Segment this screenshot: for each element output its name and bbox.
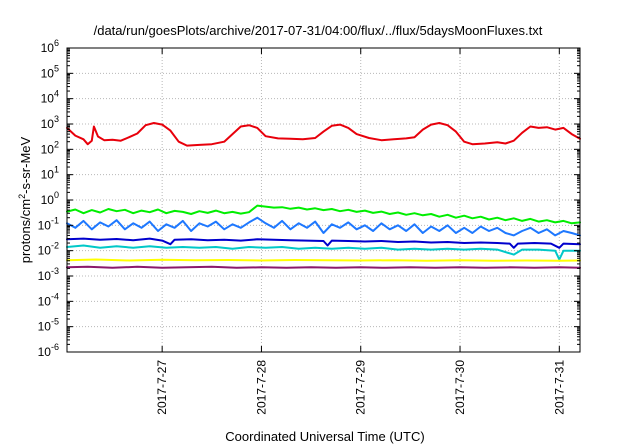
x-axis-label: Coordinated Universal Time (UTC): [225, 429, 424, 444]
y-tick-label: 105: [41, 63, 59, 80]
series-line-3: [66, 216, 581, 237]
series-line-2: [66, 204, 581, 225]
series-line-5: [66, 244, 581, 261]
y-tick-label: 102: [41, 139, 59, 156]
y-tick-label: 10-1: [38, 215, 59, 232]
x-tick-label: 2017-7-29: [354, 360, 368, 415]
y-axis-label-superscript: 2: [17, 194, 27, 199]
data-series: [66, 122, 581, 269]
y-tick-label: 104: [41, 89, 59, 106]
plot-frame: [66, 47, 581, 353]
x-tick-label: 2017-7-30: [453, 360, 467, 415]
y-tick-label: 10-5: [38, 317, 59, 334]
y-tick-label: 10-3: [38, 266, 59, 283]
y-tick-label: 10-4: [38, 291, 59, 308]
y-axis: 10-6 10-5 10-4 10-3 10-2 10-1 100 101 102 103 104 1…: [38, 38, 580, 359]
y-axis-label: protons/cm2-s-sr-MeV: [17, 136, 33, 263]
grid-lines: [67, 48, 580, 352]
chart-title: /data/run/goesPlots/archive/2017-07-31/0…: [94, 23, 543, 38]
series-line-4: [66, 237, 581, 249]
y-tick-label: 100: [41, 190, 59, 207]
series-line-1: [66, 122, 581, 147]
y-axis-label-unit: -s-sr-MeV: [18, 136, 33, 193]
y-tick-label: 10-6: [38, 342, 59, 359]
series-line-7: [66, 265, 581, 269]
y-tick-label: 101: [41, 165, 59, 182]
x-tick-label: 2017-7-28: [254, 360, 268, 415]
y-tick-label: 103: [41, 114, 59, 131]
x-tick-label: 2017-7-27: [155, 360, 169, 415]
y-tick-label: 106: [41, 38, 59, 55]
series-line-6: [66, 258, 581, 262]
x-axis: 2017-7-27 2017-7-28 2017-7-29 2017-7-30 2017…: [155, 48, 566, 415]
x-tick-label: 2017-7-31: [552, 360, 566, 415]
y-tick-label: 10-2: [38, 241, 59, 258]
y-axis-label-main: protons/cm: [18, 199, 33, 263]
